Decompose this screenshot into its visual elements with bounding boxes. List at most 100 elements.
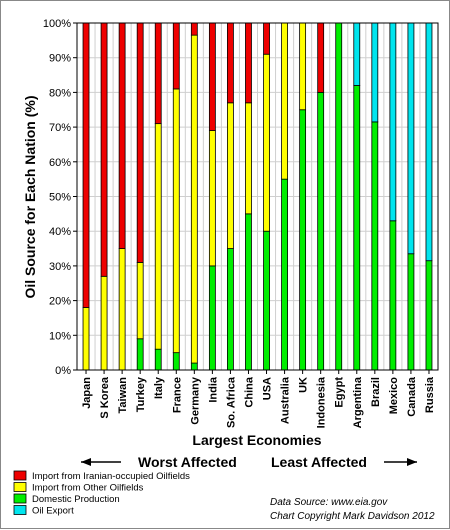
- bar-segment: [425, 22, 433, 262]
- bar-segment: [190, 362, 198, 371]
- least-affected-label: Least Affected: [271, 454, 367, 470]
- x-tick-label: Japan: [81, 377, 93, 409]
- bar-segment: [299, 109, 307, 371]
- x-tick-label: France: [171, 377, 183, 413]
- y-tick-label: 40%: [49, 226, 71, 238]
- bar-segment: [263, 22, 270, 55]
- bar-segment: [245, 102, 252, 215]
- bar-segment: [407, 253, 415, 371]
- x-tick-label: Taiwan: [117, 377, 129, 414]
- bar-segment: [227, 248, 234, 371]
- least-affected-annotation: Least Affected: [271, 454, 417, 470]
- bar-segment: [154, 348, 162, 371]
- bar-segment: [353, 22, 361, 86]
- x-tick-label: Brazil: [370, 377, 382, 407]
- bar-segment: [335, 22, 343, 371]
- x-tick-label: Canada: [406, 376, 418, 417]
- x-tick-label: Italy: [153, 376, 165, 399]
- x-tick-label: Germany: [189, 376, 201, 425]
- bar-segment: [82, 307, 90, 371]
- left-arrow-head: [81, 458, 91, 466]
- bar-segment: [100, 275, 108, 371]
- bar-segment: [190, 22, 198, 36]
- bar-segment: [281, 22, 288, 180]
- right-arrow-head: [407, 458, 417, 466]
- bar-segment: [190, 34, 198, 364]
- bar-segment: [172, 88, 180, 354]
- bar-segment: [245, 213, 252, 371]
- legend-label: Domestic Production: [32, 494, 120, 505]
- y-tick-label: 80%: [49, 87, 71, 99]
- legend-swatch: [13, 470, 27, 481]
- y-tick-label: 50%: [49, 192, 71, 204]
- bar-segment: [172, 352, 180, 371]
- x-tick-label: So. Africa: [225, 376, 237, 428]
- x-tick-labels: Japan S Korea Taiwan Turkey Italy France Germa…: [81, 370, 436, 428]
- bar-segment: [317, 22, 325, 93]
- x-tick-label: China: [243, 376, 255, 407]
- y-tick-label: 60%: [49, 157, 71, 169]
- worst-affected-annotation: Worst Affected: [81, 454, 237, 470]
- bar-segment: [389, 220, 397, 371]
- bar-segment: [136, 262, 144, 340]
- bar-segment: [154, 123, 162, 350]
- legend-label: Oil Export: [32, 506, 74, 517]
- bar-segment: [407, 22, 415, 255]
- grid-lines: [77, 22, 438, 371]
- bar-segment: [263, 53, 270, 232]
- copyright-note: Chart Copyright Mark Davidson 2012: [270, 511, 435, 522]
- legend-swatch: [13, 493, 27, 504]
- x-tick-label: Russia: [424, 376, 436, 413]
- y-tick-label: 0%: [55, 365, 71, 377]
- y-tick-label: 70%: [49, 122, 71, 134]
- bar-segment: [227, 22, 234, 104]
- x-axis-title: Largest Economies: [192, 432, 321, 448]
- y-tick-label: 20%: [49, 296, 71, 308]
- bar-segment: [208, 130, 216, 267]
- y-tick-label: 30%: [49, 261, 71, 273]
- bars: [82, 22, 433, 371]
- bar-segment: [245, 22, 252, 104]
- y-tick-labels: 0% 10% 20% 30% 40% 50% 60% 70% 80% 90% 100%: [43, 18, 77, 377]
- bar-segment: [154, 22, 162, 125]
- bar-segment: [227, 102, 234, 249]
- y-tick-label: 10%: [49, 330, 71, 342]
- bar-segment: [172, 22, 180, 90]
- data-source-note: Data Source: www.eia.gov: [270, 497, 388, 508]
- x-tick-label: USA: [262, 377, 274, 400]
- x-tick-label: Mexico: [388, 377, 400, 415]
- legend-swatch: [13, 482, 27, 492]
- bar-segment: [281, 178, 288, 371]
- bar-segment: [299, 22, 307, 111]
- worst-affected-label: Worst Affected: [138, 454, 237, 470]
- x-tick-label: Australia: [280, 376, 292, 424]
- bar-segment: [389, 22, 397, 222]
- bar-segment: [371, 121, 379, 371]
- bar-segment: [317, 92, 325, 371]
- y-tick-label: 100%: [43, 18, 71, 30]
- x-tick-label: Indonesia: [316, 376, 328, 428]
- legend: Import from Iranian-occupied OilfieldsIm…: [13, 470, 190, 517]
- bar-segment: [118, 22, 126, 249]
- x-tick-label: Egypt: [334, 377, 346, 408]
- bar-segment: [208, 22, 216, 131]
- bar-segment: [353, 85, 361, 371]
- bar-segment: [118, 248, 126, 371]
- bar-segment: [136, 338, 144, 371]
- x-tick-label: India: [207, 376, 219, 403]
- x-tick-label: Argentina: [352, 376, 364, 428]
- bar-segment: [425, 260, 433, 371]
- bar-segment: [136, 22, 144, 263]
- legend-label: Import from Other Oilfields: [32, 483, 144, 494]
- bar-segment: [263, 230, 270, 371]
- bar-segment: [371, 22, 379, 123]
- y-tick-label: 90%: [49, 53, 71, 65]
- bar-segment: [82, 22, 90, 308]
- x-tick-label: S Korea: [99, 376, 111, 418]
- x-tick-label: UK: [298, 377, 310, 393]
- y-axis-title: Oil Source for Each Nation (%): [22, 95, 38, 298]
- legend-label: Import from Iranian-occupied Oilfields: [32, 471, 190, 482]
- legend-swatch: [13, 505, 27, 515]
